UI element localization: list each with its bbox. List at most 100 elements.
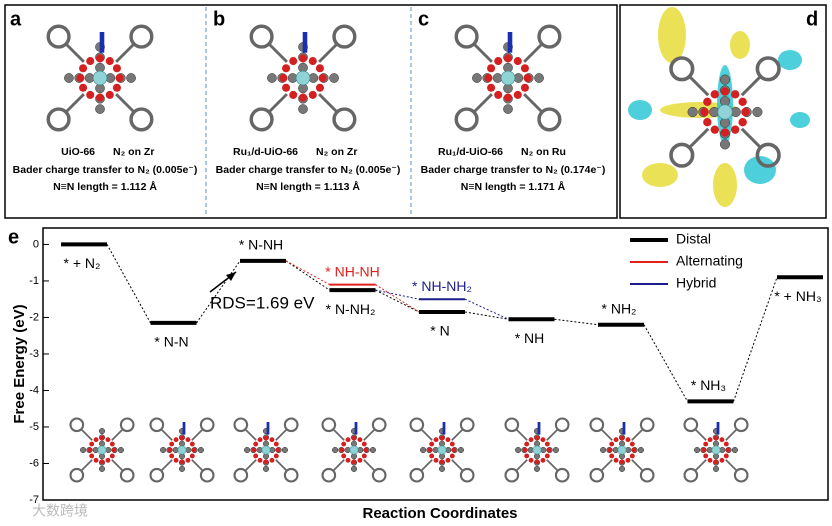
arrow-head	[226, 272, 236, 281]
oxygen	[725, 447, 731, 453]
oxygen	[179, 435, 185, 441]
panel-letter: c	[418, 8, 429, 30]
oxygen	[298, 54, 308, 63]
connector	[733, 277, 778, 402]
y-tick-label: -5	[29, 421, 39, 433]
oxygen	[109, 441, 115, 447]
oxygen	[86, 57, 95, 66]
oxygen	[189, 453, 195, 459]
oxygen	[503, 93, 513, 102]
material-name: Ru₁/d-UiO-66	[233, 146, 298, 158]
connector	[375, 289, 420, 300]
atom	[694, 446, 701, 454]
bond	[191, 429, 203, 441]
oxygen	[273, 441, 279, 447]
atom	[281, 446, 288, 454]
ring	[755, 142, 781, 168]
oxygen	[105, 437, 111, 443]
oxygen	[710, 90, 719, 99]
oxygen	[308, 90, 317, 99]
bond	[695, 429, 707, 441]
atom	[244, 446, 251, 454]
x-axis-label: Reaction Coordinates	[362, 505, 517, 522]
ring	[683, 467, 699, 483]
oxygen	[351, 435, 357, 441]
zr	[177, 445, 187, 455]
level-label: * NH₂	[602, 300, 637, 316]
bond	[333, 459, 345, 471]
ring	[283, 467, 299, 483]
panel-letter: b	[213, 8, 225, 30]
ring	[459, 417, 475, 433]
oxygen	[191, 447, 197, 453]
oxygen	[357, 437, 363, 443]
oxygen	[700, 107, 709, 117]
molecule-image	[409, 417, 475, 483]
oxygen	[89, 453, 95, 459]
oxygen	[523, 73, 532, 83]
atom	[298, 104, 308, 114]
oxygen	[520, 64, 529, 73]
oxygen	[79, 83, 88, 92]
oxygen	[269, 437, 275, 443]
oxygen	[279, 73, 288, 83]
bond	[725, 459, 737, 471]
molecule-image	[504, 417, 570, 483]
zr	[717, 104, 733, 120]
oxygen	[731, 125, 740, 134]
bond	[601, 459, 613, 471]
ring	[69, 467, 85, 483]
ring	[129, 24, 154, 49]
molecule-image	[149, 417, 215, 483]
oxygen	[738, 118, 747, 127]
atom	[369, 446, 376, 454]
atom	[420, 446, 427, 454]
atom	[637, 446, 644, 454]
bond	[695, 459, 707, 471]
bond-length: N≡N length = 1.171 Å	[461, 180, 566, 193]
zr	[711, 445, 721, 455]
oxygen	[707, 437, 713, 443]
ring	[199, 417, 215, 433]
oxygen	[731, 90, 740, 99]
panel-letter: a	[10, 8, 22, 30]
molecule-image	[589, 417, 655, 483]
legend-label: Distal	[676, 231, 711, 247]
oxygen	[629, 453, 635, 459]
oxygen	[105, 57, 114, 66]
oxygen	[179, 459, 185, 465]
bond	[601, 429, 613, 441]
zr	[500, 70, 516, 86]
ring	[249, 107, 274, 132]
legend-label: Alternating	[676, 253, 743, 269]
oxygen	[93, 437, 99, 443]
bader-charge: Bader charge transfer to N₂ (0.005e⁻)	[13, 164, 198, 176]
oxygen	[544, 441, 550, 447]
oxygen	[707, 457, 713, 463]
oxygen	[741, 107, 750, 117]
oxygen	[429, 453, 435, 459]
bader-charge: Bader charge transfer to N₂ (0.174e⁻)	[421, 164, 606, 176]
oxygen	[308, 57, 317, 66]
bond	[65, 93, 85, 113]
y-axis-label: Free Energy (eV)	[11, 304, 28, 423]
oxygen	[703, 97, 712, 107]
atom	[178, 465, 186, 472]
ring	[639, 467, 655, 483]
oxygen	[528, 437, 534, 443]
oxygen	[433, 457, 439, 463]
bond	[523, 93, 543, 113]
connector	[285, 260, 330, 291]
oxygen	[257, 457, 263, 463]
y-tick-label: -7	[29, 494, 39, 506]
bond	[740, 127, 761, 148]
oxygen	[251, 447, 257, 453]
atom	[98, 428, 106, 435]
oxygen	[115, 73, 124, 83]
bond	[631, 429, 643, 441]
ring	[283, 417, 299, 433]
oxygen	[87, 447, 93, 453]
bond	[268, 93, 288, 113]
adsorption-site: N₂ on Zr	[316, 146, 357, 158]
adsorption-site: N₂ on Ru	[521, 146, 566, 158]
